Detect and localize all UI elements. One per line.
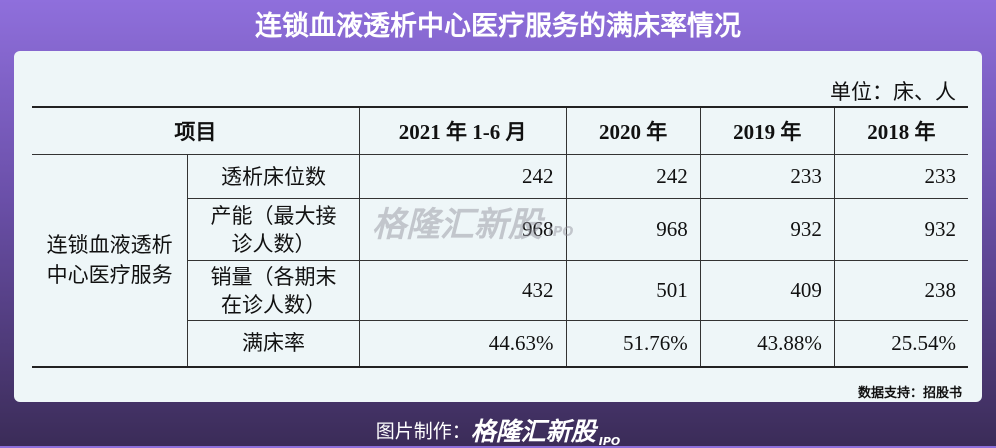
header-cell: 2019 年 bbox=[699, 106, 835, 155]
watermark-tag: IPO bbox=[548, 225, 574, 240]
row-label: 透析床位数 bbox=[187, 154, 360, 199]
value-cell: 968 bbox=[565, 198, 701, 261]
title: 连锁血液透析中心医疗服务的满床率情况 bbox=[255, 11, 741, 42]
footer: 图片制作：格隆汇新股 IPO bbox=[0, 412, 996, 448]
value-cell: 501 bbox=[565, 260, 701, 321]
footer-logo: 格隆汇新股 bbox=[470, 417, 596, 446]
value-cell: 43.88% bbox=[699, 320, 835, 367]
value-cell: 932 bbox=[699, 198, 835, 261]
row-label: 产能（最大接诊人数） bbox=[187, 198, 360, 261]
footer-label: 图片制作： bbox=[375, 420, 471, 443]
header-cell: 2018 年 bbox=[833, 106, 968, 155]
table-row: 销量（各期末在诊人数） 432 501 409 238 bbox=[32, 260, 968, 321]
watermark: 格隆汇新股 IPO bbox=[372, 197, 573, 246]
value-cell: 242 bbox=[358, 154, 567, 199]
value-cell: 409 bbox=[699, 260, 835, 321]
unit: 单位：床、人 bbox=[830, 80, 956, 104]
value-cell: 238 bbox=[833, 260, 968, 321]
table-row: 产能（最大接诊人数） 968 968 932 932 bbox=[32, 198, 968, 261]
value-cell: 25.54% bbox=[833, 320, 968, 367]
header-cell: 2020 年 bbox=[565, 106, 701, 155]
group-cell: 连锁血液透析中心医疗服务 bbox=[32, 154, 189, 367]
watermark-name: 格隆汇新股 bbox=[372, 205, 542, 245]
header-cell: 2021 年 1-6 月 bbox=[358, 106, 567, 155]
table-row: 满床率 44.63% 51.76% 43.88% 25.54% bbox=[32, 320, 968, 367]
footer-tag: IPO bbox=[598, 435, 621, 448]
value-cell: 932 bbox=[833, 198, 968, 261]
value-cell: 233 bbox=[699, 154, 835, 199]
table: 项目 2021 年 1-6 月 2020 年 2019 年 2018 年连锁血液透析中心… bbox=[32, 106, 968, 368]
value-cell: 432 bbox=[358, 260, 567, 321]
value-cell: 968 bbox=[358, 198, 567, 261]
source: 数据支持：招股书 bbox=[857, 386, 962, 401]
value-cell: 242 bbox=[565, 154, 701, 199]
value-cell: 233 bbox=[833, 154, 968, 199]
table-row: 连锁血液透析中心医疗服务 透析床位数 242 242 233 233 bbox=[32, 154, 968, 367]
value-cell: 51.76% bbox=[565, 320, 701, 367]
header-cell: 项目 bbox=[32, 106, 360, 155]
row-label: 满床率 bbox=[187, 320, 360, 367]
table-body: 项目 2021 年 1-6 月 2020 年 2019 年 2018 年连锁血液透析中心… bbox=[32, 106, 968, 367]
header-row: 项目 2021 年 1-6 月 2020 年 2019 年 2018 年 bbox=[32, 106, 968, 155]
row-label: 销量（各期末在诊人数） bbox=[187, 260, 360, 321]
panel: 单位：床、人 项目 2021 年 1-6 月 2020 年 2019 年 2018 年连… bbox=[14, 51, 982, 402]
value-cell: 44.63% bbox=[358, 320, 567, 367]
